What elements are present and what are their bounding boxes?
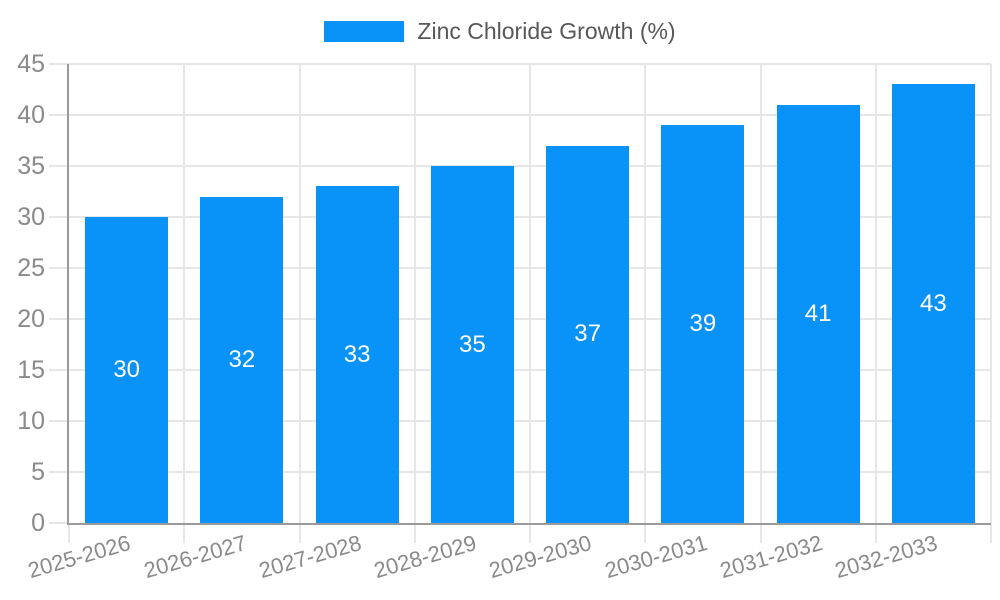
x-tick-label: 2025-2026 xyxy=(25,530,134,584)
bar: 39 xyxy=(661,125,745,523)
x-tick-label: 2032-2033 xyxy=(832,530,941,584)
y-tick-mark xyxy=(49,267,69,269)
y-tick-mark xyxy=(49,420,69,422)
v-gridline xyxy=(644,64,647,523)
bar: 37 xyxy=(546,145,630,523)
y-tick-label: 35 xyxy=(17,152,45,180)
y-tick-mark xyxy=(49,63,69,65)
bar: 35 xyxy=(430,166,514,523)
bar-value-label: 43 xyxy=(920,289,947,317)
y-tick-label: 20 xyxy=(17,305,45,333)
y-tick-label: 0 xyxy=(31,509,45,537)
v-gridline xyxy=(759,64,762,523)
v-gridline xyxy=(874,64,877,523)
legend-color-swatch xyxy=(324,20,405,42)
y-tick-label: 45 xyxy=(17,50,45,78)
chart-legend: Zinc Chloride Growth (%) xyxy=(0,18,1000,44)
y-tick-mark xyxy=(49,522,69,524)
x-tick-mark xyxy=(529,523,531,543)
bar: 43 xyxy=(891,84,975,523)
x-tick-mark xyxy=(759,523,762,543)
bar: 30 xyxy=(85,217,169,523)
x-tick-mark xyxy=(990,523,992,543)
x-tick-mark xyxy=(874,523,877,543)
y-tick-mark xyxy=(49,216,69,218)
bar-value-label: 30 xyxy=(113,356,140,383)
legend-item[interactable]: Zinc Chloride Growth (%) xyxy=(324,18,676,44)
bar-value-label: 39 xyxy=(689,310,717,338)
bar-value-label: 32 xyxy=(228,345,256,373)
bar: 33 xyxy=(315,186,399,523)
y-tick-label: 15 xyxy=(17,356,45,384)
bar-value-label: 41 xyxy=(804,299,832,327)
x-tick-mark xyxy=(413,523,416,543)
legend-label: Zinc Chloride Growth (%) xyxy=(417,18,676,44)
x-tick-mark xyxy=(644,523,647,543)
x-tick-mark xyxy=(68,523,70,543)
x-tick-label: 2030-2031 xyxy=(601,530,710,584)
bar-value-label: 35 xyxy=(459,330,486,358)
x-tick-mark xyxy=(298,523,301,543)
x-tick-label: 2027-2028 xyxy=(255,530,365,584)
x-tick-label: 2028-2029 xyxy=(371,530,480,584)
v-gridline xyxy=(298,64,301,523)
bar-value-label: 37 xyxy=(574,320,601,348)
y-tick-mark xyxy=(49,471,69,473)
y-tick-mark xyxy=(49,114,69,116)
x-axis-line xyxy=(67,523,991,525)
y-tick-mark xyxy=(49,165,69,167)
y-tick-label: 25 xyxy=(17,254,45,282)
x-tick-label: 2029-2030 xyxy=(486,530,595,584)
x-tick-mark xyxy=(183,523,186,543)
v-gridline xyxy=(990,64,992,523)
y-tick-label: 10 xyxy=(17,407,45,435)
bar-value-label: 33 xyxy=(343,340,371,368)
v-gridline xyxy=(413,64,416,523)
x-tick-label: 2031-2032 xyxy=(716,530,826,584)
y-tick-label: 40 xyxy=(17,101,45,129)
x-tick-label: 2026-2027 xyxy=(140,530,249,584)
v-gridline xyxy=(529,64,531,523)
y-tick-mark xyxy=(49,369,69,371)
y-tick-label: 5 xyxy=(31,458,45,486)
v-gridline xyxy=(183,64,186,523)
y-tick-mark xyxy=(49,318,69,320)
bar: 41 xyxy=(776,104,860,523)
bar: 32 xyxy=(200,196,284,523)
y-axis-line xyxy=(67,64,69,525)
y-tick-label: 30 xyxy=(17,203,45,231)
